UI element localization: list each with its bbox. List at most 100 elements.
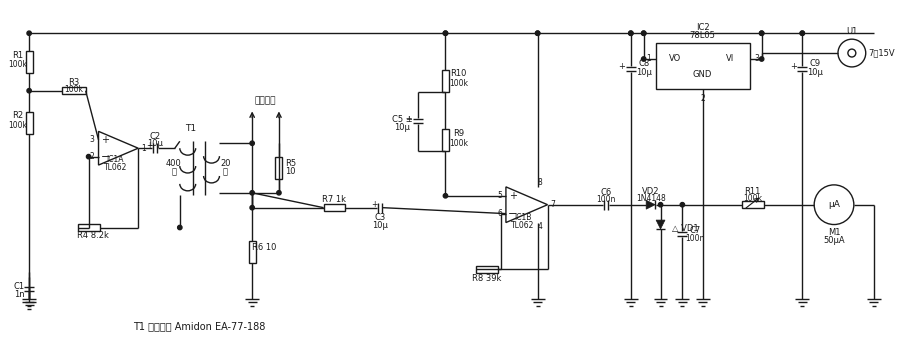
- Text: C7: C7: [689, 226, 701, 235]
- Circle shape: [760, 31, 764, 35]
- Text: T1 磁茈为： Amidon EA-77-188: T1 磁茈为： Amidon EA-77-188: [133, 322, 266, 332]
- Circle shape: [177, 225, 182, 230]
- Bar: [26, 51, 32, 73]
- Circle shape: [444, 193, 447, 198]
- Text: R10: R10: [450, 69, 466, 78]
- Circle shape: [760, 57, 764, 61]
- Text: +: +: [371, 200, 377, 209]
- Text: 1: 1: [141, 144, 146, 153]
- Text: R5: R5: [285, 158, 296, 168]
- Text: 4: 4: [537, 222, 542, 231]
- Text: 1: 1: [646, 55, 651, 63]
- Text: 5: 5: [497, 191, 502, 200]
- Circle shape: [444, 31, 447, 35]
- Text: TL062: TL062: [511, 221, 535, 230]
- Circle shape: [628, 31, 633, 35]
- Circle shape: [760, 31, 764, 35]
- Circle shape: [800, 31, 805, 35]
- Text: 100k: 100k: [8, 121, 27, 130]
- Text: −: −: [508, 209, 518, 218]
- Circle shape: [800, 31, 805, 35]
- Text: VD2: VD2: [642, 187, 660, 196]
- Text: +: +: [146, 141, 152, 150]
- Text: 100n: 100n: [597, 195, 616, 204]
- Text: −: −: [101, 152, 110, 162]
- Text: R4 8.2k: R4 8.2k: [76, 231, 109, 240]
- Bar: [476, 266, 498, 273]
- Text: 100n: 100n: [686, 234, 705, 243]
- Bar: [26, 112, 32, 134]
- Circle shape: [250, 191, 255, 195]
- Text: 10μ: 10μ: [147, 139, 163, 148]
- Text: 10: 10: [285, 167, 296, 177]
- Text: 2: 2: [700, 94, 705, 103]
- Text: TL062: TL062: [104, 163, 127, 172]
- Circle shape: [27, 31, 32, 35]
- Text: 10μ: 10μ: [635, 68, 652, 78]
- Text: △ VD1: △ VD1: [672, 224, 699, 233]
- Text: VI: VI: [725, 55, 734, 63]
- Bar: [323, 204, 346, 211]
- Text: U1: U1: [846, 27, 858, 36]
- Text: GND: GND: [693, 70, 713, 79]
- Bar: [248, 241, 256, 263]
- Text: 20: 20: [220, 158, 230, 168]
- Text: 10μ: 10μ: [807, 68, 824, 78]
- Text: R6 10: R6 10: [252, 243, 276, 252]
- Text: VO: VO: [670, 55, 681, 63]
- Text: C6: C6: [600, 188, 612, 197]
- Text: R11: R11: [744, 187, 760, 196]
- Text: 匹: 匹: [171, 167, 176, 177]
- Circle shape: [250, 205, 255, 210]
- Text: 6: 6: [497, 209, 502, 218]
- Text: 测试端子: 测试端子: [255, 96, 276, 105]
- Text: 100k: 100k: [449, 139, 468, 148]
- Text: 10μ: 10μ: [372, 221, 388, 230]
- Text: R3: R3: [68, 78, 79, 87]
- Text: T1: T1: [185, 124, 196, 133]
- Text: R9: R9: [453, 129, 464, 138]
- Text: +: +: [102, 135, 110, 145]
- Circle shape: [642, 31, 646, 35]
- Text: μA: μA: [828, 200, 840, 209]
- Circle shape: [536, 31, 540, 35]
- Text: 1N4148: 1N4148: [635, 194, 665, 203]
- Text: 50μA: 50μA: [824, 236, 845, 245]
- Polygon shape: [656, 220, 665, 229]
- Text: IC1A: IC1A: [106, 155, 124, 164]
- Text: IC1B: IC1B: [514, 213, 532, 222]
- Text: C3: C3: [374, 213, 386, 222]
- Text: M1: M1: [828, 228, 841, 237]
- Text: C8: C8: [638, 59, 649, 69]
- Circle shape: [642, 57, 646, 61]
- Circle shape: [536, 31, 540, 35]
- Text: 1n: 1n: [14, 291, 24, 299]
- Bar: [442, 129, 449, 151]
- Text: 100k: 100k: [8, 60, 27, 69]
- Text: +: +: [405, 115, 412, 124]
- Text: 8: 8: [537, 178, 542, 187]
- Text: 7: 7: [551, 200, 555, 209]
- Text: +: +: [508, 191, 517, 201]
- Circle shape: [86, 154, 91, 159]
- Circle shape: [444, 31, 447, 35]
- Text: 3: 3: [90, 135, 94, 144]
- Text: R7 1k: R7 1k: [322, 195, 346, 204]
- Text: R1: R1: [12, 50, 22, 60]
- Text: C2: C2: [149, 132, 160, 141]
- Bar: [275, 157, 283, 179]
- Bar: [442, 70, 449, 92]
- Text: 78L05: 78L05: [689, 31, 716, 40]
- Text: 100k: 100k: [64, 85, 83, 94]
- Text: IC2: IC2: [696, 23, 709, 32]
- Circle shape: [628, 31, 633, 35]
- Text: 2: 2: [90, 152, 94, 161]
- Bar: [77, 224, 100, 231]
- Text: 7～15V: 7～15V: [868, 49, 896, 58]
- Text: R8 39k: R8 39k: [472, 274, 502, 283]
- Text: 100k: 100k: [743, 194, 762, 203]
- Text: +: +: [618, 62, 626, 71]
- Circle shape: [27, 88, 32, 93]
- Bar: [62, 87, 86, 94]
- Circle shape: [642, 31, 646, 35]
